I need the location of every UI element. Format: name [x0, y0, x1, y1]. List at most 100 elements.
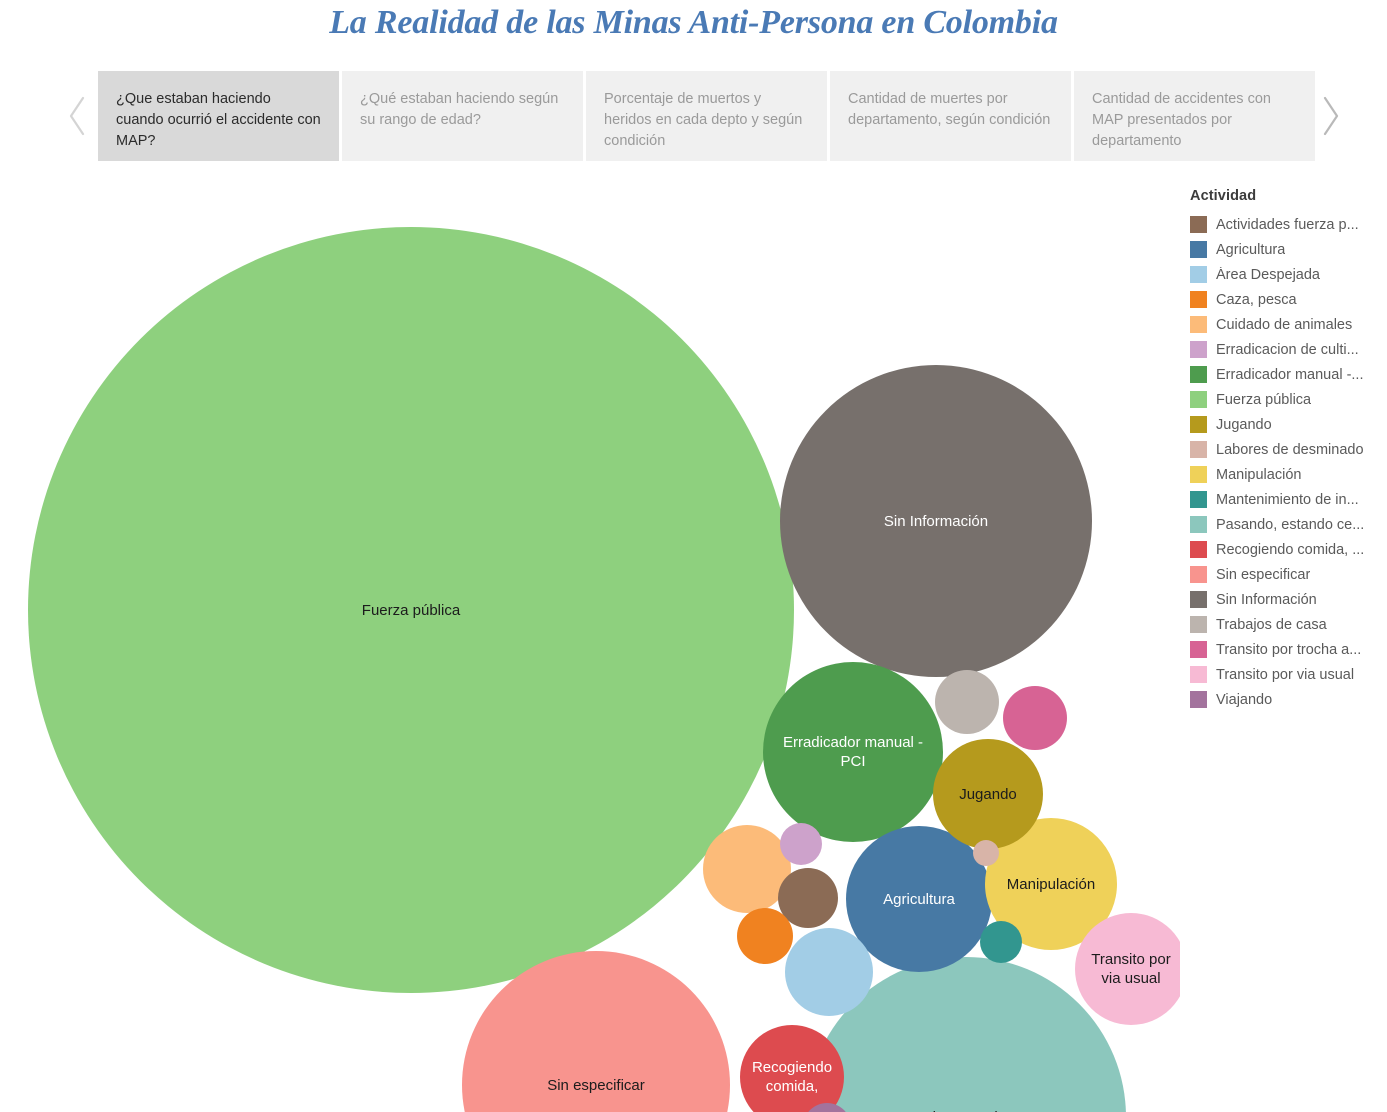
legend-item-erradicacion-de-culti[interactable]: Erradicacion de culti...: [1190, 337, 1385, 362]
bubble-erradicador-manual-pci[interactable]: Erradicador manual - PCI: [763, 662, 943, 842]
bubble-chart: Fuerza pública Sin Información Erradicador…: [0, 170, 1180, 1112]
legend-color-swatch: [1190, 366, 1207, 383]
tab-label: Porcentaje de muertos y heridos en cada …: [604, 91, 803, 149]
bubble-transito-por-via-usual[interactable]: Transito por via usual: [1075, 913, 1180, 1025]
legend-color-swatch: [1190, 691, 1207, 708]
tab-list: ¿Que estaban haciendo cuando ocurrió el …: [98, 71, 1315, 161]
legend-item-label: Labores de desminado: [1216, 441, 1364, 458]
tab-strip: ¿Que estaban haciendo cuando ocurrió el …: [56, 71, 1352, 161]
legend-item-label: Caza, pesca: [1216, 291, 1297, 308]
tab-label: ¿Que estaban haciendo cuando ocurrió el …: [116, 91, 321, 149]
legend-title: Actividad: [1190, 188, 1257, 204]
tab-rango-de-edad[interactable]: ¿Qué estaban haciendo según su rango de …: [342, 71, 583, 161]
legend-item-label: Actividades fuerza p...: [1216, 216, 1359, 233]
tab-muertes-por-departamento[interactable]: Cantidad de muertes por departamento, se…: [830, 71, 1071, 161]
bubble-label: Erradicador manual - PCI: [782, 734, 924, 770]
legend-item-fuerza-p-blica[interactable]: Fuerza pública: [1190, 387, 1385, 412]
legend-color-swatch: [1190, 416, 1207, 433]
legend-item-label: Erradicador manual -...: [1216, 366, 1364, 383]
legend-item-transito-por-via-usual[interactable]: Transito por via usual: [1190, 662, 1385, 687]
legend-color-swatch: [1190, 666, 1207, 683]
legend-item-viajando[interactable]: Viajando: [1190, 687, 1385, 712]
bubble-cuidado-de-animales[interactable]: [703, 825, 791, 913]
legend-color-swatch: [1190, 266, 1207, 283]
legend-color-swatch: [1190, 441, 1207, 458]
bubble-sin-informaci-n[interactable]: Sin Información: [780, 365, 1092, 677]
legend-color-swatch: [1190, 641, 1207, 658]
chevron-right-icon[interactable]: [1308, 71, 1352, 161]
legend-color-swatch: [1190, 341, 1207, 358]
tab-label: ¿Qué estaban haciendo según su rango de …: [360, 91, 559, 128]
legend-item-label: Mantenimiento de in...: [1216, 491, 1359, 508]
legend-item-label: Sin Información: [1216, 591, 1317, 608]
bubble-rea-despejada[interactable]: [785, 928, 873, 1016]
legend-item-erradicador-manual[interactable]: Erradicador manual -...: [1190, 362, 1385, 387]
legend-color-swatch: [1190, 291, 1207, 308]
legend-item-label: Fuerza pública: [1216, 391, 1312, 408]
legend-item-mantenimiento-de-in[interactable]: Mantenimiento de in...: [1190, 487, 1385, 512]
bubble-label: Transito por via usual: [1091, 951, 1171, 987]
legend-item-label: Sin especificar: [1216, 566, 1311, 583]
legend-item-rea-despejada[interactable]: Área Despejada: [1190, 262, 1385, 287]
legend-color-swatch: [1190, 541, 1207, 558]
legend-item-cuidado-de-animales[interactable]: Cuidado de animales: [1190, 312, 1385, 337]
page-title: La Realidad de las Minas Anti-Persona en…: [329, 4, 1058, 41]
legend-item-label: Agricultura: [1216, 241, 1286, 258]
legend-item-label: Pasando, estando ce...: [1216, 516, 1365, 533]
bubble-viajando[interactable]: [803, 1103, 851, 1112]
bubble-label: Sin especificar: [547, 1076, 645, 1094]
bubble-erradicacion-de-cultivos-ilicitos[interactable]: [780, 823, 822, 865]
legend-color-swatch: [1190, 316, 1207, 333]
legend-color-swatch: [1190, 616, 1207, 633]
legend-item-trabajos-de-casa[interactable]: Trabajos de casa: [1190, 612, 1385, 637]
bubble-label: Recogiendo comida,: [751, 1059, 833, 1095]
legend-item-jugando[interactable]: Jugando: [1190, 412, 1385, 437]
bubble-fuerza-p-blica[interactable]: Fuerza pública: [28, 227, 794, 993]
legend: Actividad Actividades fuerza p... Agricul…: [1190, 188, 1385, 712]
tab-label: Cantidad de accidentes con MAP presentad…: [1092, 91, 1271, 149]
legend-item-recogiendo-comida[interactable]: Recogiendo comida, ...: [1190, 537, 1385, 562]
legend-color-swatch: [1190, 491, 1207, 508]
tab-porcentaje-muertos-heridos[interactable]: Porcentaje de muertos y heridos en cada …: [586, 71, 827, 161]
legend-color-swatch: [1190, 591, 1207, 608]
legend-color-swatch: [1190, 391, 1207, 408]
legend-item-sin-informaci-n[interactable]: Sin Información: [1190, 587, 1385, 612]
legend-item-label: Recogiendo comida, ...: [1216, 541, 1365, 558]
bubble-labores-de-desminado[interactable]: [973, 840, 999, 866]
legend-item-list: Actividades fuerza p... Agricultura Área D…: [1190, 212, 1385, 712]
tab-que-estaban-haciendo[interactable]: ¿Que estaban haciendo cuando ocurrió el …: [98, 71, 339, 161]
legend-item-label: Área Despejada: [1216, 266, 1320, 283]
legend-item-manipulaci-n[interactable]: Manipulación: [1190, 462, 1385, 487]
bubble-trabajos-de-casa[interactable]: [935, 670, 999, 734]
legend-color-swatch: [1190, 216, 1207, 233]
legend-item-sin-especificar[interactable]: Sin especificar: [1190, 562, 1385, 587]
bubble-jugando[interactable]: Jugando: [933, 739, 1043, 849]
legend-color-swatch: [1190, 241, 1207, 258]
legend-color-swatch: [1190, 516, 1207, 533]
legend-item-label: Trabajos de casa: [1216, 616, 1327, 633]
legend-item-transito-por-trocha-a[interactable]: Transito por trocha a...: [1190, 637, 1385, 662]
legend-item-label: Cuidado de animales: [1216, 316, 1353, 333]
bubble-label: Agricultura: [883, 890, 955, 908]
legend-item-labores-de-desminado[interactable]: Labores de desminado: [1190, 437, 1385, 462]
bubble-label: Jugando: [959, 785, 1017, 803]
bubble-transito-por-trocha-artesanal[interactable]: [1003, 686, 1067, 750]
legend-color-swatch: [1190, 566, 1207, 583]
bubble-label: Manipulación: [1006, 875, 1096, 893]
tab-label: Cantidad de muertes por departamento, se…: [848, 91, 1051, 128]
bubble-caza-pesca[interactable]: [737, 908, 793, 964]
legend-item-pasando-estando-ce[interactable]: Pasando, estando ce...: [1190, 512, 1385, 537]
legend-item-caza-pesca[interactable]: Caza, pesca: [1190, 287, 1385, 312]
legend-item-label: Viajando: [1216, 691, 1273, 708]
legend-item-label: Transito por via usual: [1216, 666, 1355, 683]
bubble-label: Sin Información: [883, 512, 989, 530]
legend-item-actividades-fuerza-p[interactable]: Actividades fuerza p...: [1190, 212, 1385, 237]
bubble-agricultura[interactable]: Agricultura: [846, 826, 992, 972]
legend-item-label: Erradicacion de culti...: [1216, 341, 1359, 358]
bubble-mantenimiento-de-infraestructura[interactable]: [980, 921, 1022, 963]
legend-item-label: Jugando: [1216, 416, 1272, 433]
legend-item-agricultura[interactable]: Agricultura: [1190, 237, 1385, 262]
bubble-actividades-fuerza-p-blica[interactable]: [778, 868, 838, 928]
chevron-left-icon[interactable]: [56, 71, 100, 161]
tab-accidentes-por-departamento[interactable]: Cantidad de accidentes con MAP presentad…: [1074, 71, 1315, 161]
